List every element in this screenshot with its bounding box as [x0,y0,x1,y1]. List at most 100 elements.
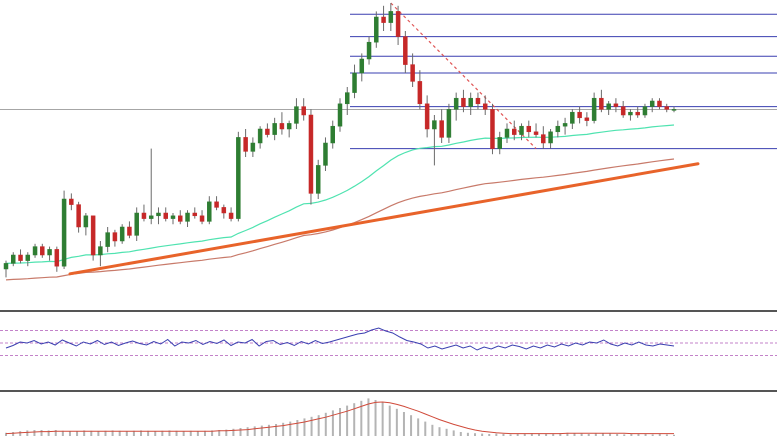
candle [649,98,655,113]
macd-bar [154,431,157,436]
candle [243,129,248,157]
candle-body-bull [359,58,365,74]
candle [388,3,394,31]
candle [76,201,81,233]
macd-bar [310,416,313,436]
candle [170,213,176,225]
macd-bar [324,412,327,436]
candle [279,112,285,135]
macd-bar [147,430,150,436]
candle-body-bull [119,226,125,242]
candle [214,196,219,211]
candle [294,98,299,129]
candle [199,210,205,225]
candle-body-bull [504,128,510,138]
macd-bar [26,430,29,436]
candle [526,120,532,138]
macd-bar [594,433,597,436]
candle-body-bear [512,128,517,135]
macd-bar [296,420,299,436]
candle [221,204,227,219]
candle-body-bull [11,254,16,264]
macd-bar [289,421,292,436]
candle [119,224,125,244]
macd-bar [658,434,661,436]
candle-body-bear [584,117,590,121]
macd-bar [246,427,249,436]
candle-body-bear [127,226,132,236]
candle-body-bull [272,123,277,135]
candle-body-bull [105,232,110,247]
macd-bar [623,434,626,436]
candle [250,137,256,157]
candle [403,31,408,73]
macd-bar [267,424,270,436]
macd-bar [90,430,93,436]
candle [345,87,350,115]
candle [577,106,582,124]
rsi-line [5,327,675,351]
candle-body-bear [417,81,423,105]
macd-bar [573,433,576,436]
macd-bar [410,415,413,436]
candle [32,243,38,258]
candle-body-bull [47,249,52,256]
macd-bar [559,433,562,436]
candle [381,5,386,31]
candle-body-bull [519,125,524,135]
candle-body-bear [301,106,306,116]
candle-body-bear [424,103,430,130]
candle [606,101,611,115]
candle [257,126,263,149]
candle [446,103,452,143]
macd-bar [381,402,384,436]
macd-bar [196,431,199,436]
macd-bar [673,434,675,436]
candle-body-bull [3,263,9,270]
candle [308,109,314,205]
macd-bar [367,398,370,436]
candle-body-bear [381,16,386,23]
macd-bar [68,431,71,436]
candle-body-bear [541,134,546,144]
candle-body-bull [32,246,38,256]
candle [148,148,154,225]
candle-body-bear [112,232,118,242]
candle [323,137,328,171]
candle-body-bull [548,131,553,144]
candle-body-bull [286,123,292,130]
macd-bar [12,432,15,436]
candle [134,207,139,241]
candle [628,109,633,121]
candle-body-bull [562,123,568,127]
candle-body-bear [265,128,270,135]
candle-body-bear [199,215,205,222]
candle-body-bull [170,215,176,219]
candle [395,5,401,45]
candle-body-bear [613,103,619,107]
macd-bar [395,408,398,436]
candle-body-bear [18,254,23,261]
candle-body-bull [642,106,648,116]
candle-body-bull [453,97,459,110]
candle-body-bull [134,212,139,236]
candle-body-bear [90,215,96,256]
candle [548,129,553,149]
macd-bar [104,430,107,436]
candle [497,131,502,155]
candle [112,229,118,247]
macd-bar [630,434,633,436]
macd-bar [481,433,484,436]
macd-bar [83,430,86,436]
macd-bar [644,434,647,436]
macd-bar [566,432,569,436]
macd-bar [523,433,526,436]
macd-bar [5,432,7,436]
macd-bar [40,430,43,436]
retracement-line [390,2,537,150]
macd-bar [182,431,185,436]
macd-bar [431,424,434,436]
candle-body-bear [577,111,582,119]
candle [417,70,423,110]
macd-bar [417,418,420,436]
